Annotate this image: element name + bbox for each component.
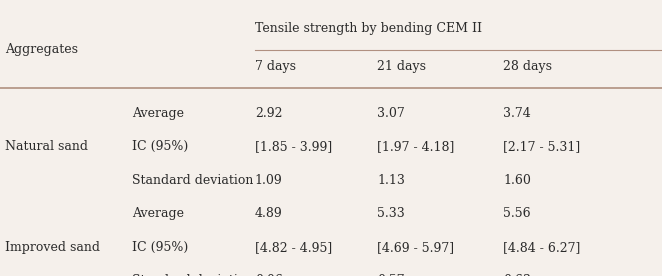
- Text: [1.97 - 4.18]: [1.97 - 4.18]: [377, 140, 455, 153]
- Text: [1.85 - 3.99]: [1.85 - 3.99]: [255, 140, 332, 153]
- Text: Natural sand: Natural sand: [5, 140, 88, 153]
- Text: 21 days: 21 days: [377, 60, 426, 73]
- Text: Aggregates: Aggregates: [5, 43, 78, 56]
- Text: 0.63: 0.63: [503, 274, 531, 276]
- Text: 3.07: 3.07: [377, 107, 405, 120]
- Text: [4.69 - 5.97]: [4.69 - 5.97]: [377, 241, 455, 254]
- Text: 3.74: 3.74: [503, 107, 531, 120]
- Text: 7 days: 7 days: [255, 60, 296, 73]
- Text: Average: Average: [132, 207, 185, 221]
- Text: Standard deviation: Standard deviation: [132, 174, 254, 187]
- Text: IC (95%): IC (95%): [132, 140, 189, 153]
- Text: [2.17 - 5.31]: [2.17 - 5.31]: [503, 140, 581, 153]
- Text: Standard deviation: Standard deviation: [132, 274, 254, 276]
- Text: 5.56: 5.56: [503, 207, 531, 221]
- Text: Tensile strength by bending CEM II: Tensile strength by bending CEM II: [255, 22, 482, 36]
- Text: Improved sand: Improved sand: [5, 241, 101, 254]
- Text: Average: Average: [132, 107, 185, 120]
- Text: [4.84 - 6.27]: [4.84 - 6.27]: [503, 241, 581, 254]
- Text: 0.06: 0.06: [255, 274, 283, 276]
- Text: 2.92: 2.92: [255, 107, 283, 120]
- Text: 4.89: 4.89: [255, 207, 283, 221]
- Text: [4.82 - 4.95]: [4.82 - 4.95]: [255, 241, 332, 254]
- Text: 5.33: 5.33: [377, 207, 405, 221]
- Text: 1.13: 1.13: [377, 174, 405, 187]
- Text: IC (95%): IC (95%): [132, 241, 189, 254]
- Text: 1.09: 1.09: [255, 174, 283, 187]
- Text: 28 days: 28 days: [503, 60, 552, 73]
- Text: 0.57: 0.57: [377, 274, 405, 276]
- Text: 1.60: 1.60: [503, 174, 531, 187]
